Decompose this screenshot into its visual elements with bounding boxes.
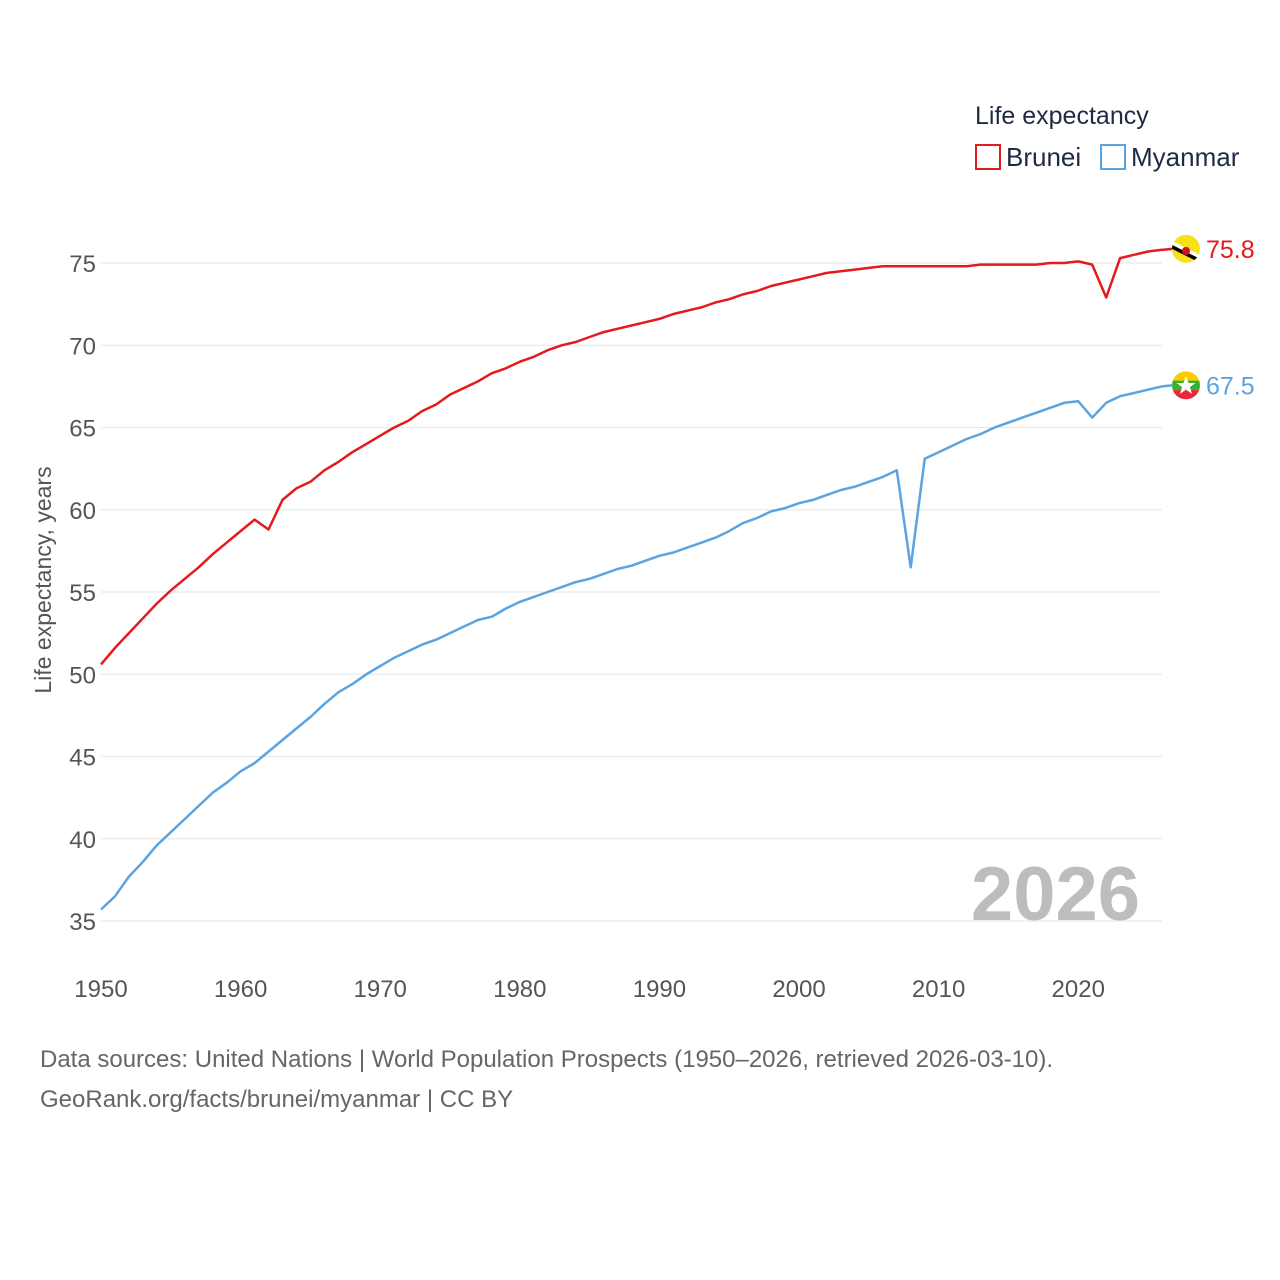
y-tick-label: 40 — [69, 827, 96, 854]
brunei-flag-icon — [1172, 234, 1200, 263]
y-axis-label: Life expectancy, years — [30, 466, 56, 693]
source-note: Data sources: United Nations | World Pop… — [40, 1040, 1240, 1120]
y-tick-label: 70 — [69, 333, 96, 360]
x-tick-label: 1980 — [493, 976, 546, 1003]
y-tick-label: 75 — [69, 251, 96, 278]
x-tick-label: 1960 — [214, 976, 267, 1003]
legend-title: Life expectancy — [975, 102, 1149, 130]
line-chart: 35 40 45 50 55 60 65 70 75 1950 1960 1970 1980 1990 2… — [30, 102, 1255, 1003]
series-lines — [100, 247, 1173, 911]
y-tick-label: 45 — [69, 745, 96, 772]
source-line-2[interactable]: GeoRank.org/facts/brunei/myanmar | CC BY — [40, 1086, 514, 1113]
x-tick-label: 1950 — [74, 976, 127, 1003]
x-tick-label: 2020 — [1052, 976, 1105, 1003]
x-tick-label: 2000 — [772, 976, 825, 1003]
x-tick-label: 1990 — [633, 976, 686, 1003]
grid-lines — [101, 262, 1162, 922]
y-axis: 35 40 45 50 55 60 65 70 75 — [69, 251, 96, 936]
y-tick-label: 55 — [69, 580, 96, 607]
legend-swatch-myanmar[interactable] — [1100, 144, 1126, 170]
legend-swatch-brunei[interactable] — [975, 144, 1001, 170]
legend: Life expectancy Brunei Myanmar — [975, 102, 1240, 172]
end-value-myanmar: 67.5 — [1206, 372, 1255, 400]
current-year-label: 2026 — [971, 852, 1140, 937]
y-tick-label: 65 — [69, 416, 96, 443]
source-line-1: Data sources: United Nations | World Pop… — [40, 1046, 1054, 1073]
legend-label-myanmar[interactable]: Myanmar — [1131, 142, 1240, 172]
series-connector-myanmar — [1161, 384, 1173, 388]
series-line-brunei[interactable] — [100, 248, 1163, 666]
series-connector-brunei — [1161, 247, 1173, 252]
myanmar-flag-icon — [1172, 371, 1200, 400]
x-tick-label: 1970 — [354, 976, 407, 1003]
x-tick-label: 2010 — [912, 976, 965, 1003]
series-line-myanmar[interactable] — [100, 385, 1163, 911]
y-tick-label: 60 — [69, 498, 96, 525]
legend-label-brunei[interactable]: Brunei — [1006, 142, 1081, 172]
end-value-brunei: 75.8 — [1206, 236, 1255, 264]
y-tick-label: 50 — [69, 662, 96, 689]
x-axis: 1950 1960 1970 1980 1990 2000 2010 2020 — [74, 976, 1105, 1003]
y-tick-label: 35 — [69, 909, 96, 936]
